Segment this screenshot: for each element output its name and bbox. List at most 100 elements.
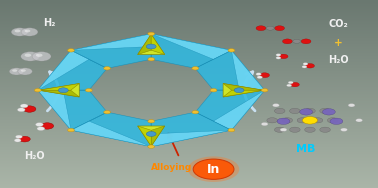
Polygon shape [223, 83, 264, 97]
Circle shape [228, 49, 235, 52]
Polygon shape [231, 50, 265, 90]
Circle shape [293, 39, 301, 43]
Circle shape [261, 89, 268, 92]
Circle shape [25, 54, 31, 57]
Text: CO₂: CO₂ [328, 19, 348, 30]
Circle shape [104, 67, 110, 70]
Circle shape [68, 49, 74, 52]
Circle shape [279, 54, 288, 59]
Circle shape [297, 118, 308, 123]
Polygon shape [151, 34, 231, 68]
Circle shape [192, 111, 199, 114]
Circle shape [260, 73, 270, 78]
Polygon shape [151, 130, 231, 147]
Circle shape [9, 68, 24, 75]
Text: In: In [207, 163, 220, 176]
Circle shape [257, 76, 262, 79]
Polygon shape [71, 34, 151, 50]
Circle shape [276, 57, 281, 59]
Polygon shape [38, 50, 89, 90]
Circle shape [274, 108, 285, 114]
Circle shape [327, 118, 338, 123]
Polygon shape [151, 126, 165, 146]
Circle shape [302, 66, 307, 68]
Circle shape [290, 108, 300, 114]
Circle shape [15, 135, 22, 138]
Circle shape [17, 108, 25, 112]
Circle shape [21, 69, 26, 72]
Circle shape [274, 127, 285, 132]
Circle shape [21, 28, 38, 36]
Polygon shape [71, 112, 107, 130]
Circle shape [320, 108, 330, 114]
Polygon shape [39, 83, 79, 90]
Circle shape [303, 63, 308, 65]
Circle shape [146, 44, 156, 49]
Circle shape [41, 123, 54, 129]
Circle shape [341, 128, 347, 131]
Polygon shape [151, 34, 231, 59]
Circle shape [23, 106, 36, 112]
Polygon shape [39, 83, 79, 97]
Text: Alloying: Alloying [151, 163, 193, 172]
Polygon shape [71, 50, 107, 68]
Circle shape [312, 118, 323, 123]
Circle shape [25, 30, 30, 32]
Circle shape [85, 89, 92, 92]
Text: MB: MB [296, 143, 316, 154]
Circle shape [32, 52, 51, 61]
Circle shape [210, 89, 217, 92]
Circle shape [348, 104, 355, 107]
Polygon shape [195, 90, 265, 130]
Circle shape [273, 104, 279, 107]
Polygon shape [223, 90, 264, 97]
Circle shape [104, 111, 110, 114]
Circle shape [300, 109, 313, 115]
Circle shape [302, 117, 318, 124]
Circle shape [146, 132, 156, 136]
Circle shape [36, 54, 42, 57]
Circle shape [305, 64, 314, 68]
Circle shape [275, 26, 285, 31]
Circle shape [20, 104, 28, 108]
Text: H₂O: H₂O [328, 55, 349, 65]
Polygon shape [195, 112, 231, 130]
Circle shape [305, 127, 315, 132]
Polygon shape [223, 83, 264, 90]
Circle shape [282, 118, 293, 123]
Circle shape [305, 108, 315, 114]
Text: +: + [334, 38, 343, 48]
Circle shape [148, 32, 155, 36]
Circle shape [21, 52, 40, 61]
Circle shape [290, 127, 300, 132]
Polygon shape [151, 112, 231, 147]
Circle shape [14, 139, 21, 142]
Circle shape [34, 89, 41, 92]
Circle shape [330, 118, 343, 124]
Circle shape [68, 128, 74, 132]
Polygon shape [71, 121, 151, 147]
Circle shape [290, 82, 299, 87]
Circle shape [188, 156, 239, 182]
Circle shape [193, 159, 234, 179]
Circle shape [19, 136, 30, 142]
Circle shape [301, 39, 311, 44]
Circle shape [18, 68, 32, 75]
Circle shape [256, 73, 261, 75]
Circle shape [192, 67, 199, 70]
Polygon shape [39, 90, 79, 97]
Circle shape [266, 26, 274, 30]
Circle shape [277, 118, 290, 124]
Circle shape [11, 28, 28, 36]
Circle shape [261, 122, 268, 126]
Circle shape [288, 81, 293, 84]
Circle shape [282, 39, 292, 44]
Polygon shape [138, 34, 165, 55]
Text: H₂O: H₂O [24, 151, 44, 161]
Polygon shape [151, 34, 165, 55]
Polygon shape [38, 90, 71, 130]
Polygon shape [71, 112, 151, 147]
Polygon shape [195, 50, 265, 90]
Circle shape [37, 127, 45, 130]
Polygon shape [138, 126, 165, 146]
